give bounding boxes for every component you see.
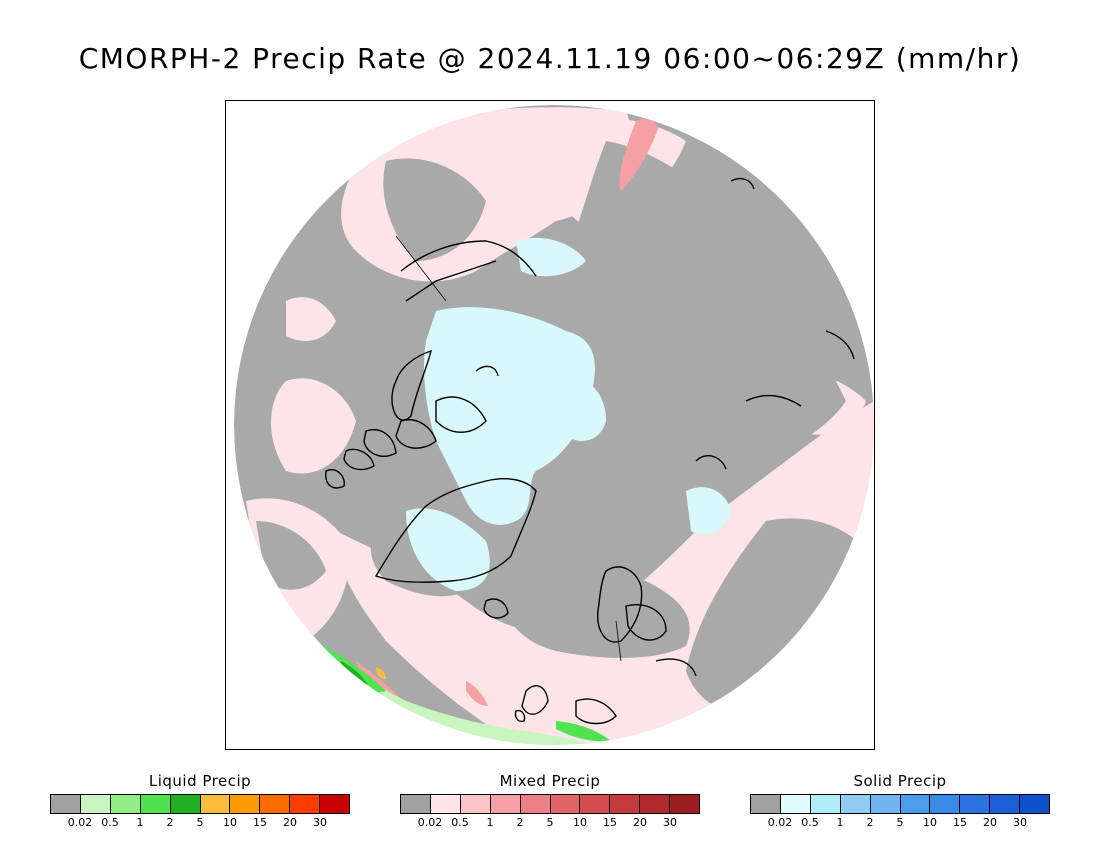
legend-swatch-mixed-8 (640, 795, 671, 813)
greenland-coast (374, 478, 537, 583)
legend-swatch-liquid-6 (230, 795, 261, 813)
legend-swatch-liquid-9 (320, 795, 350, 813)
legend-tick-mixed-1: 0.5 (451, 816, 469, 829)
legend-tick-solid-0: 0.02 (767, 816, 793, 829)
legend-tick-solid-2: 1 (836, 816, 844, 829)
legend-tick-solid-7: 20 (983, 816, 997, 829)
legend-ticks-solid: 0.02 0.5 1 2 5 10 15 20 30 (750, 814, 1050, 830)
legend-swatch-mixed-4 (520, 795, 551, 813)
legend-swatch-liquid-7 (260, 795, 291, 813)
legend-swatch-liquid-2 (110, 795, 141, 813)
legend-swatch-mixed-7 (610, 795, 641, 813)
legend-swatch-solid-1 (780, 795, 811, 813)
alaska-coast (400, 240, 537, 277)
legend-swatch-liquid-3 (140, 795, 171, 813)
legend-tick-mixed-5: 10 (573, 816, 587, 829)
legend-title-solid: Solid Precip (853, 772, 947, 790)
legend-swatch-solid-0 (751, 795, 781, 813)
polar-map (225, 100, 875, 750)
legend-ticks-mixed: 0.02 0.5 1 2 5 10 15 20 30 (400, 814, 700, 830)
legend-tick-solid-5: 10 (923, 816, 937, 829)
legend-swatch-liquid-1 (80, 795, 111, 813)
legend-title-liquid: Liquid Precip (148, 772, 252, 790)
legend-tick-solid-4: 5 (896, 816, 904, 829)
legend-swatch-liquid-4 (170, 795, 201, 813)
legend-swatch-liquid-0 (51, 795, 81, 813)
iceland-coast (483, 598, 509, 619)
legend-swatch-solid-4 (870, 795, 901, 813)
legend-swatch-mixed-9 (670, 795, 700, 813)
coastlines (325, 177, 855, 725)
legend-tick-mixed-7: 20 (633, 816, 647, 829)
legend-swatch-liquid-5 (200, 795, 231, 813)
legend-ticks-liquid: 0.02 0.5 1 2 5 10 15 20 30 (50, 814, 350, 830)
legend-swatch-solid-6 (930, 795, 961, 813)
legend-swatch-mixed-5 (550, 795, 581, 813)
legend-swatch-solid-5 (900, 795, 931, 813)
legend-tick-liquid-5: 10 (223, 816, 237, 829)
solid-precip-regions (406, 237, 731, 591)
legend-tick-solid-8: 30 (1013, 816, 1027, 829)
legend-swatch-solid-3 (840, 795, 871, 813)
legend-tick-mixed-3: 2 (516, 816, 524, 829)
legend-tick-mixed-8: 30 (663, 816, 677, 829)
legend-solid: Solid Precip 0.02 0.5 1 2 5 10 15 20 30 (750, 772, 1050, 830)
legend-swatch-solid-2 (810, 795, 841, 813)
legend-tick-liquid-8: 30 (313, 816, 327, 829)
legend-colorbar-mixed (400, 794, 700, 814)
legend-mixed: Mixed Precip 0.02 0.5 1 2 5 10 15 20 30 (400, 772, 700, 830)
legend-tick-liquid-1: 0.5 (101, 816, 119, 829)
legend-swatch-mixed-1 (430, 795, 461, 813)
legend-swatch-mixed-6 (580, 795, 611, 813)
us-canada-border (395, 235, 447, 302)
legend-tick-mixed-2: 1 (486, 816, 494, 829)
legend-tick-liquid-2: 1 (136, 816, 144, 829)
legend-tick-mixed-6: 15 (603, 816, 617, 829)
precip-map-canvas (234, 105, 874, 745)
legend-swatch-mixed-3 (490, 795, 521, 813)
legend-swatch-solid-8 (990, 795, 1021, 813)
legend-tick-liquid-0: 0.02 (67, 816, 93, 829)
legend-colorbar-liquid (50, 794, 350, 814)
legend-tick-mixed-4: 5 (546, 816, 554, 829)
norway-sweden-border (615, 620, 622, 662)
legend-tick-liquid-7: 20 (283, 816, 297, 829)
legend-tick-liquid-4: 5 (196, 816, 204, 829)
legend-swatch-mixed-0 (401, 795, 431, 813)
legend-swatch-solid-9 (1020, 795, 1050, 813)
legend-liquid: Liquid Precip 0.02 0.5 1 2 5 10 15 20 30 (50, 772, 350, 830)
political-borders (395, 235, 622, 662)
chart-title: CMORPH-2 Precip Rate @ 2024.11.19 06:00~… (78, 42, 1022, 75)
legend-swatch-liquid-8 (290, 795, 321, 813)
legend-tick-solid-6: 15 (953, 816, 967, 829)
legend-swatch-solid-7 (960, 795, 991, 813)
uk-coast (521, 685, 549, 715)
legend-tick-liquid-3: 2 (166, 816, 174, 829)
scandinavia-coast (597, 566, 643, 643)
legend-tick-solid-1: 0.5 (801, 816, 819, 829)
legend-tick-solid-3: 2 (866, 816, 874, 829)
legend-tick-liquid-6: 15 (253, 816, 267, 829)
legend-title-mixed: Mixed Precip (499, 772, 601, 790)
legend-swatch-mixed-2 (460, 795, 491, 813)
legend-tick-mixed-0: 0.02 (417, 816, 443, 829)
legend-colorbar-solid (750, 794, 1050, 814)
